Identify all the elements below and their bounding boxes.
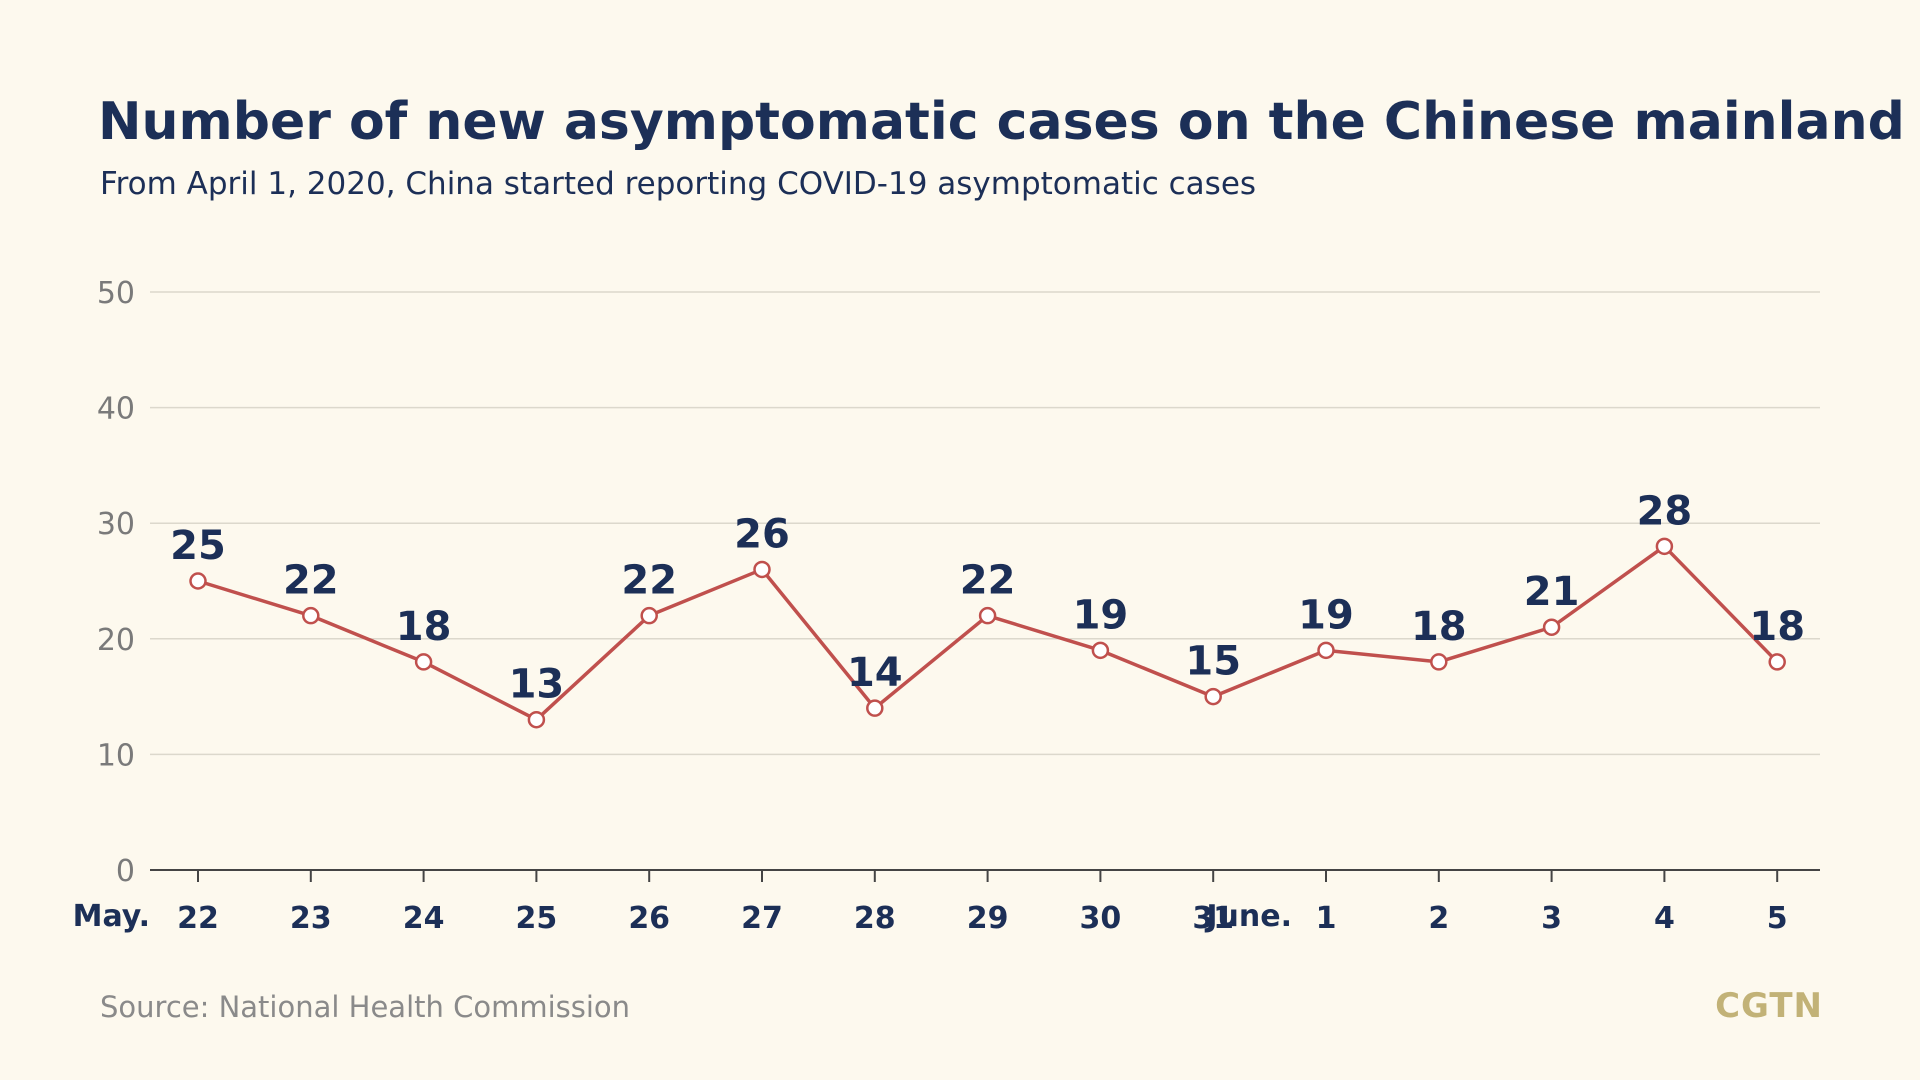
data-point	[1655, 537, 1674, 556]
data-point	[1430, 653, 1448, 671]
data-labels: 25 22 18 13 22 26 14 22 19 15 19 18 21 28 18	[170, 488, 1805, 707]
data-label: 13	[509, 662, 565, 708]
data-label: 14	[847, 650, 903, 696]
data-label: 18	[1411, 604, 1467, 650]
month-label: May.	[73, 899, 150, 934]
chart-title: Number of new asymptomatic cases on the …	[98, 92, 1905, 152]
x-tick-label: 27	[741, 901, 783, 936]
data-point	[302, 606, 320, 625]
data-label: 18	[396, 604, 452, 650]
data-label: 26	[734, 511, 790, 557]
x-tick-label: 2	[1428, 901, 1449, 936]
data-point	[978, 606, 997, 625]
cgtn-logo: CGTN	[1715, 986, 1823, 1026]
source-note: Source: National Health Commission	[100, 990, 631, 1024]
x-tick-label: 5	[1767, 901, 1788, 936]
x-tick-label: 28	[854, 901, 896, 936]
data-point	[1317, 641, 1335, 660]
data-point	[1542, 618, 1561, 636]
data-point	[414, 653, 433, 671]
y-tick-label-0: 0	[116, 854, 135, 889]
y-axis-ticks: 0 10 20 30 40 50	[97, 276, 135, 889]
x-tick-label: 31	[1192, 901, 1234, 936]
y-tick-label-10: 10	[97, 738, 135, 773]
x-tick-label: 4	[1654, 901, 1675, 936]
x-tick-label: 30	[1080, 901, 1122, 936]
data-label: 19	[1298, 592, 1354, 638]
y-tick-label-30: 30	[97, 507, 135, 542]
data-label: 18	[1749, 604, 1805, 650]
y-tick-label-50: 50	[97, 276, 135, 311]
y-tick-label-40: 40	[97, 392, 135, 427]
series-points	[189, 537, 1786, 729]
data-label: 21	[1524, 569, 1580, 615]
data-label: 15	[1185, 639, 1241, 685]
x-tick-label: 23	[290, 901, 332, 936]
x-tick-label: 1	[1316, 901, 1337, 936]
chart-subtitle: From April 1, 2020, China started report…	[100, 166, 1257, 202]
data-point	[640, 606, 658, 625]
data-point	[189, 572, 207, 590]
data-label: 22	[960, 558, 1016, 604]
data-point	[1204, 687, 1222, 706]
x-tick-label: 25	[516, 901, 558, 936]
data-label: 22	[283, 558, 339, 604]
data-label: 22	[621, 558, 677, 604]
data-label: 25	[170, 523, 226, 569]
data-label: 19	[1073, 592, 1129, 638]
gridlines	[150, 291, 1820, 756]
data-point	[1091, 641, 1110, 660]
x-tick-label: 24	[403, 901, 445, 936]
data-point	[866, 699, 884, 717]
x-tick-label: 26	[628, 901, 670, 936]
data-label: 28	[1637, 488, 1693, 534]
x-tick-label: 29	[967, 901, 1009, 936]
data-point	[527, 710, 546, 729]
data-point	[753, 560, 771, 579]
y-tick-label-20: 20	[97, 623, 135, 658]
month-label: June.	[1204, 899, 1292, 934]
x-tick-label: 3	[1541, 901, 1562, 936]
x-tick-label: 22	[177, 901, 219, 936]
data-point	[1768, 653, 1786, 671]
